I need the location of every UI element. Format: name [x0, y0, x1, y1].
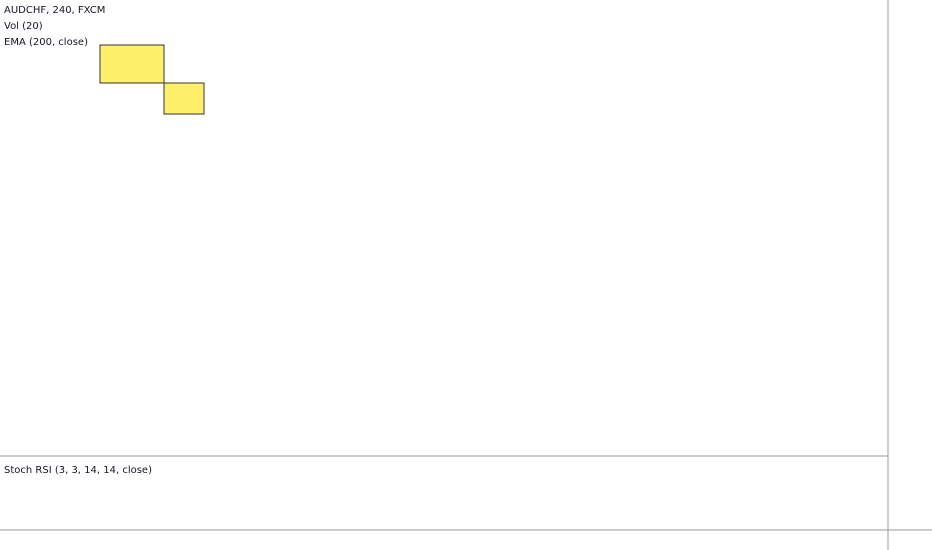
indicator-label: Vol (20) — [4, 21, 43, 32]
symbol-title: AUDCHF, 240, FXCM — [4, 5, 105, 16]
indicator-label: EMA (200, close) — [4, 37, 88, 48]
stoch-title: Stoch RSI (3, 3, 14, 14, close) — [4, 465, 152, 476]
highlight-box — [99, 44, 165, 84]
highlight-box — [163, 82, 205, 115]
